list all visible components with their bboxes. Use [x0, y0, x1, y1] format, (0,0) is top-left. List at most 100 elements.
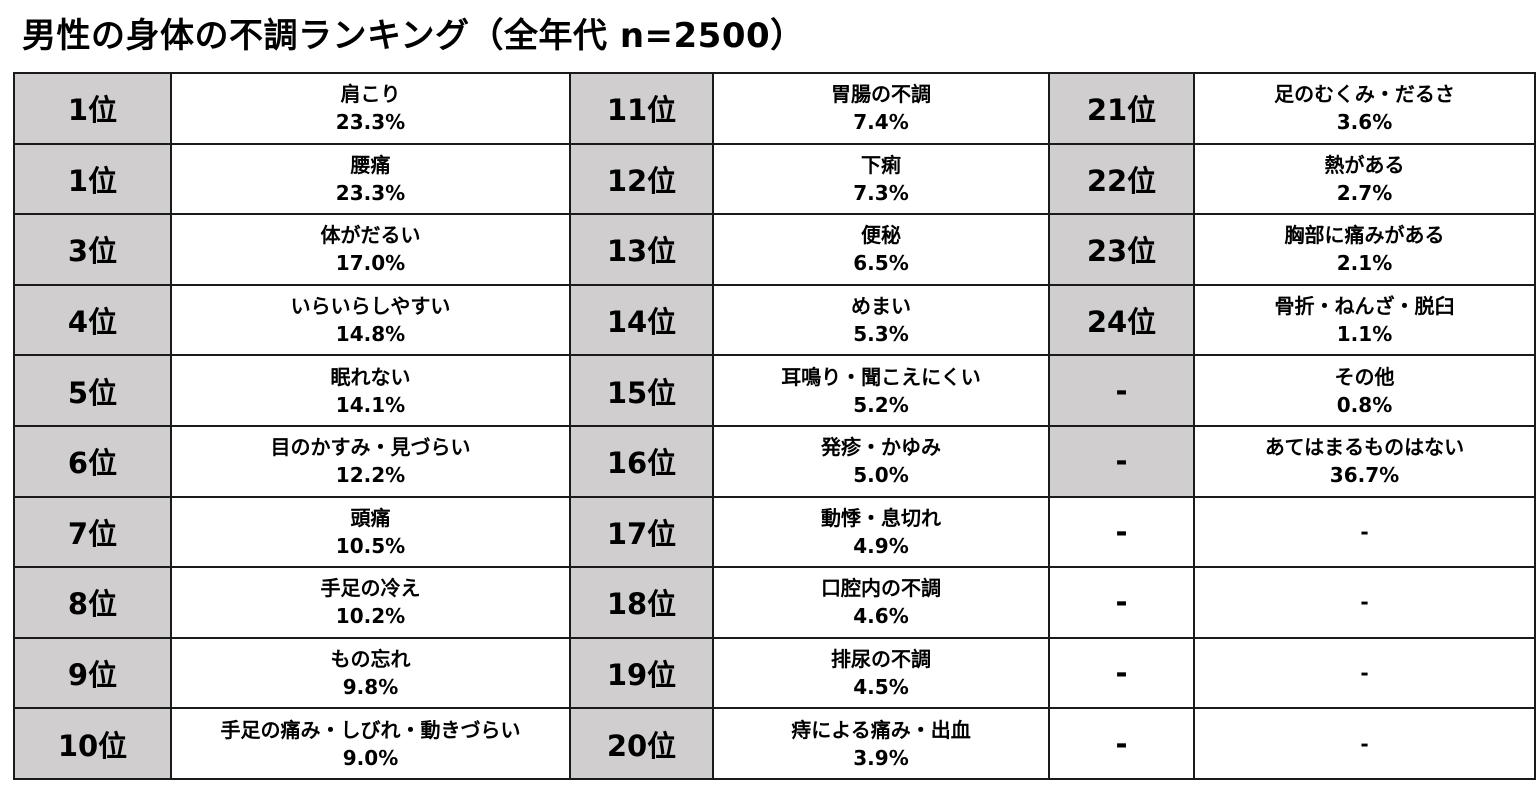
- item-percent: 0.8%: [1336, 392, 1393, 417]
- item-percent: 5.2%: [853, 392, 909, 417]
- item-percent: 9.8%: [342, 675, 399, 700]
- item-name: 骨折・ねんざ・脱臼: [1274, 294, 1455, 319]
- item-name: 排尿の不調: [831, 647, 931, 672]
- rank-cell: 22位: [1048, 142, 1195, 216]
- item-name: 下痢: [861, 152, 901, 177]
- item-cell: 痔による痛み・出血 3.9%: [712, 707, 1050, 780]
- table-row: 9位 もの忘れ 9.8% 19位 排尿の不調 4.5% - -: [13, 636, 1536, 710]
- item-percent: 14.8%: [335, 322, 406, 347]
- table-row: 3位 体がだるい 17.0% 13位 便秘 6.5% 23位 胸部に痛みがある 2.1%: [13, 213, 1536, 286]
- item-cell: 肩こり 23.3%: [170, 72, 571, 145]
- item-name: 発疹・かゆみ: [821, 435, 941, 460]
- item-name: -: [1360, 731, 1369, 756]
- rank-cell: 7位: [13, 495, 172, 569]
- item-name: -: [1360, 590, 1369, 615]
- item-name: その他: [1334, 364, 1395, 389]
- item-name: 腰痛: [350, 152, 391, 177]
- item-cell: 胃腸の不調 7.4%: [712, 72, 1050, 145]
- rank-cell: 6位: [13, 424, 172, 498]
- rank-cell: 3位: [13, 213, 172, 286]
- item-name: 頭痛: [350, 505, 391, 530]
- item-percent: 5.3%: [853, 322, 909, 347]
- item-cell: 眠れない 14.1%: [170, 354, 571, 427]
- item-percent: 6.5%: [853, 251, 909, 276]
- item-percent: 4.6%: [853, 604, 909, 629]
- item-percent: 36.7%: [1329, 463, 1400, 488]
- item-cell: -: [1193, 707, 1536, 780]
- item-cell: もの忘れ 9.8%: [170, 636, 571, 710]
- item-percent: 2.7%: [1336, 180, 1393, 205]
- item-percent: 3.6%: [1336, 110, 1393, 135]
- rank-cell: -: [1048, 707, 1195, 780]
- item-name: 胃腸の不調: [831, 82, 931, 107]
- table-row: 7位 頭痛 10.5% 17位 動悸・息切れ 4.9% - -: [13, 495, 1536, 569]
- item-percent: 7.4%: [853, 110, 909, 135]
- item-cell: 排尿の不調 4.5%: [712, 636, 1050, 710]
- table-row: 6位 目のかすみ・見づらい 12.2% 16位 発疹・かゆみ 5.0% - あてはまるものはな…: [13, 424, 1536, 498]
- page-title: 男性の身体の不調ランキング（全年代 n=2500）: [22, 16, 805, 56]
- item-cell: 胸部に痛みがある 2.1%: [1193, 213, 1536, 286]
- table-row: 1位 腰痛 23.3% 12位 下痢 7.3% 22位 熱がある 2.7%: [13, 142, 1536, 216]
- rank-cell: 1位: [13, 72, 172, 145]
- item-name: 体がだるい: [320, 223, 421, 248]
- item-cell: -: [1193, 495, 1536, 569]
- rank-cell: 21位: [1048, 72, 1195, 145]
- rank-cell: 4位: [13, 283, 172, 357]
- item-cell: 体がだるい 17.0%: [170, 213, 571, 286]
- item-name: 動悸・息切れ: [821, 505, 941, 530]
- item-percent: 3.9%: [853, 745, 909, 770]
- item-percent: 4.9%: [853, 533, 909, 558]
- rank-cell: 10位: [13, 707, 172, 780]
- rank-cell: -: [1048, 566, 1195, 639]
- item-cell: 耳鳴り・聞こえにくい 5.2%: [712, 354, 1050, 427]
- rank-cell: 19位: [569, 636, 714, 710]
- item-name: 足のむくみ・だるさ: [1274, 82, 1455, 107]
- item-percent: 4.5%: [853, 675, 909, 700]
- item-percent: 17.0%: [335, 251, 406, 276]
- rank-cell: 8位: [13, 566, 172, 639]
- item-cell: 骨折・ねんざ・脱臼 1.1%: [1193, 283, 1536, 357]
- item-percent: 10.5%: [335, 533, 406, 558]
- ranking-table: 1位 肩こり 23.3% 11位 胃腸の不調 7.4% 21位 足のむくみ・だるさ 3.6% 1位…: [13, 72, 1536, 780]
- item-name: 耳鳴り・聞こえにくい: [781, 364, 981, 389]
- rank-cell: 16位: [569, 424, 714, 498]
- item-cell: 下痢 7.3%: [712, 142, 1050, 216]
- item-percent: 14.1%: [335, 392, 406, 417]
- item-percent: 12.2%: [335, 463, 406, 488]
- rank-cell: 20位: [569, 707, 714, 780]
- table-row: 1位 肩こり 23.3% 11位 胃腸の不調 7.4% 21位 足のむくみ・だるさ 3.6%: [13, 72, 1536, 145]
- item-cell: あてはまるものはない 36.7%: [1193, 424, 1536, 498]
- item-name: あてはまるものはない: [1264, 435, 1465, 460]
- item-percent: 10.2%: [335, 604, 406, 629]
- item-name: 便秘: [861, 223, 901, 248]
- item-cell: 発疹・かゆみ 5.0%: [712, 424, 1050, 498]
- item-name: 目のかすみ・見づらい: [270, 435, 471, 460]
- rank-cell: 13位: [569, 213, 714, 286]
- item-name: 痔による痛み・出血: [791, 717, 971, 742]
- table-row: 10位 手足の痛み・しびれ・動きづらい 9.0% 20位 痔による痛み・出血 3.9% - -: [13, 707, 1536, 780]
- rank-cell: 15位: [569, 354, 714, 427]
- item-percent: 1.1%: [1336, 322, 1393, 347]
- rank-cell: 14位: [569, 283, 714, 357]
- item-cell: 手足の痛み・しびれ・動きづらい 9.0%: [170, 707, 571, 780]
- rank-cell: 5位: [13, 354, 172, 427]
- table-row: 4位 いらいらしやすい 14.8% 14位 めまい 5.3% 24位 骨折・ねんざ・脱臼 1.1…: [13, 283, 1536, 357]
- rank-cell: -: [1048, 424, 1195, 498]
- item-cell: その他 0.8%: [1193, 354, 1536, 427]
- rank-cell: 12位: [569, 142, 714, 216]
- rank-cell: 17位: [569, 495, 714, 569]
- item-name: 胸部に痛みがある: [1284, 223, 1445, 248]
- item-cell: 動悸・息切れ 4.9%: [712, 495, 1050, 569]
- rank-cell: 24位: [1048, 283, 1195, 357]
- item-cell: 便秘 6.5%: [712, 213, 1050, 286]
- item-name: 眠れない: [330, 364, 411, 389]
- item-cell: 手足の冷え 10.2%: [170, 566, 571, 639]
- item-percent: 2.1%: [1336, 251, 1393, 276]
- rank-cell: -: [1048, 636, 1195, 710]
- item-percent: 23.3%: [335, 180, 406, 205]
- item-name: -: [1360, 661, 1369, 686]
- item-cell: 足のむくみ・だるさ 3.6%: [1193, 72, 1536, 145]
- item-name: 肩こり: [340, 82, 401, 107]
- item-name: 熱がある: [1324, 152, 1405, 177]
- item-name: 手足の痛み・しびれ・動きづらい: [220, 717, 521, 742]
